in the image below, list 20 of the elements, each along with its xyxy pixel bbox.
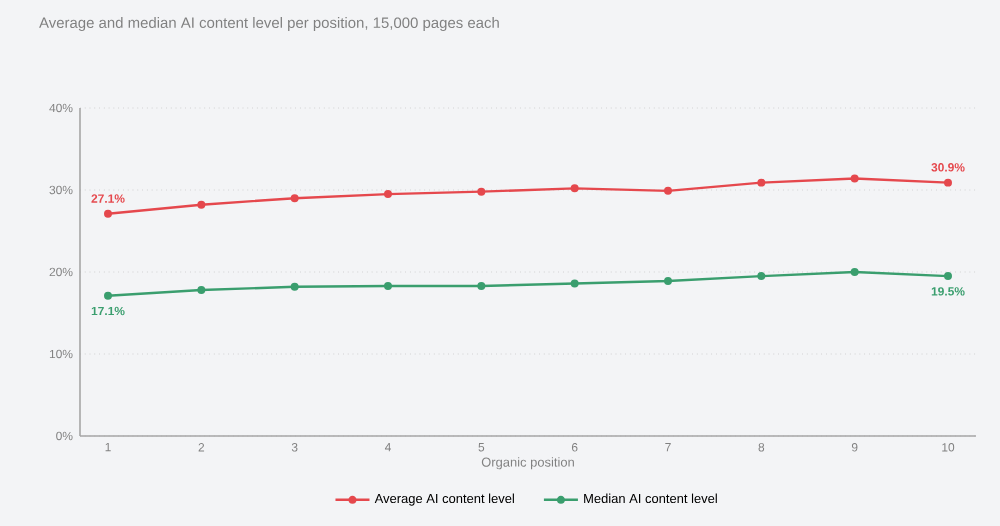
point [384,281,392,290]
point [104,291,112,300]
point [570,184,579,193]
point [197,286,206,295]
point [664,186,672,195]
point [477,187,486,196]
point [570,279,579,288]
point [290,282,299,291]
point [944,272,952,281]
point [944,178,952,187]
point [477,281,486,290]
point [384,190,392,199]
point [757,178,766,187]
point [290,194,299,203]
point [664,277,672,286]
point [757,272,766,281]
point [850,174,859,183]
point [850,268,859,276]
point [197,200,206,209]
point [104,209,112,218]
